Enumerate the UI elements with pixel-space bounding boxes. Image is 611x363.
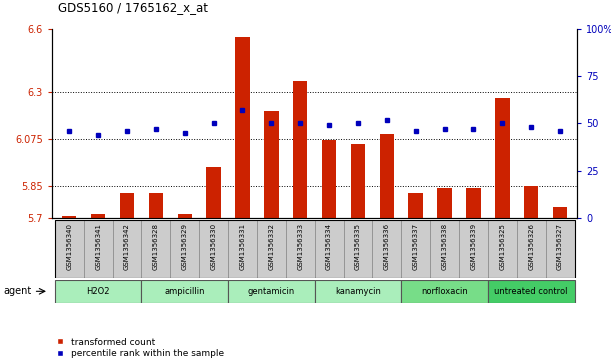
Text: GSM1356335: GSM1356335 — [355, 223, 361, 270]
Bar — [430, 220, 459, 278]
Text: GSM1356332: GSM1356332 — [268, 223, 274, 270]
Bar — [495, 98, 510, 218]
Bar — [351, 144, 365, 218]
Bar — [170, 220, 199, 278]
Bar — [264, 111, 279, 218]
Bar — [459, 220, 488, 278]
Text: untreated control: untreated control — [494, 287, 568, 296]
Text: GSM1356340: GSM1356340 — [66, 223, 72, 270]
Bar — [120, 193, 134, 218]
Legend: transformed count, percentile rank within the sample: transformed count, percentile rank withi… — [56, 338, 224, 359]
Bar — [62, 216, 76, 218]
Bar — [401, 280, 488, 303]
Bar — [112, 220, 141, 278]
Text: kanamycin: kanamycin — [335, 287, 381, 296]
Text: GSM1356342: GSM1356342 — [124, 223, 130, 270]
Text: GSM1356328: GSM1356328 — [153, 223, 159, 270]
Bar — [148, 193, 163, 218]
Text: norfloxacin: norfloxacin — [421, 287, 468, 296]
Bar — [257, 220, 286, 278]
Bar — [55, 220, 84, 278]
Bar — [488, 280, 574, 303]
Bar — [141, 280, 228, 303]
Bar — [178, 213, 192, 218]
Text: GDS5160 / 1765162_x_at: GDS5160 / 1765162_x_at — [58, 1, 208, 15]
Text: gentamicin: gentamicin — [247, 287, 295, 296]
Text: ampicillin: ampicillin — [164, 287, 205, 296]
Text: H2O2: H2O2 — [86, 287, 110, 296]
Text: GSM1356336: GSM1356336 — [384, 223, 390, 270]
Text: GSM1356337: GSM1356337 — [412, 223, 419, 270]
Bar — [141, 220, 170, 278]
Bar — [437, 188, 452, 218]
Text: GSM1356329: GSM1356329 — [181, 223, 188, 270]
Bar — [401, 220, 430, 278]
Text: GSM1356339: GSM1356339 — [470, 223, 477, 270]
Bar — [343, 220, 373, 278]
Bar — [379, 134, 394, 218]
Text: GSM1356330: GSM1356330 — [211, 223, 217, 270]
Bar — [517, 220, 546, 278]
Bar — [207, 167, 221, 218]
Bar — [293, 81, 307, 218]
Text: GSM1356334: GSM1356334 — [326, 223, 332, 270]
Bar — [488, 220, 517, 278]
Bar — [235, 37, 250, 218]
Text: GSM1356325: GSM1356325 — [499, 223, 505, 270]
Bar — [373, 220, 401, 278]
Bar — [409, 193, 423, 218]
Bar — [199, 220, 228, 278]
Text: GSM1356331: GSM1356331 — [240, 223, 246, 270]
Bar — [322, 140, 336, 218]
Bar — [84, 220, 112, 278]
Bar — [228, 280, 315, 303]
Bar — [228, 220, 257, 278]
Bar — [466, 188, 481, 218]
Text: GSM1356338: GSM1356338 — [442, 223, 448, 270]
Bar — [315, 280, 401, 303]
Text: GSM1356327: GSM1356327 — [557, 223, 563, 270]
Bar — [286, 220, 315, 278]
Bar — [553, 207, 567, 218]
Text: agent: agent — [3, 286, 31, 296]
Text: GSM1356333: GSM1356333 — [297, 223, 303, 270]
Text: GSM1356341: GSM1356341 — [95, 223, 101, 270]
Bar — [55, 280, 141, 303]
Text: GSM1356326: GSM1356326 — [528, 223, 534, 270]
Bar — [546, 220, 574, 278]
Bar — [524, 186, 538, 218]
Bar — [315, 220, 343, 278]
Bar — [91, 213, 105, 218]
